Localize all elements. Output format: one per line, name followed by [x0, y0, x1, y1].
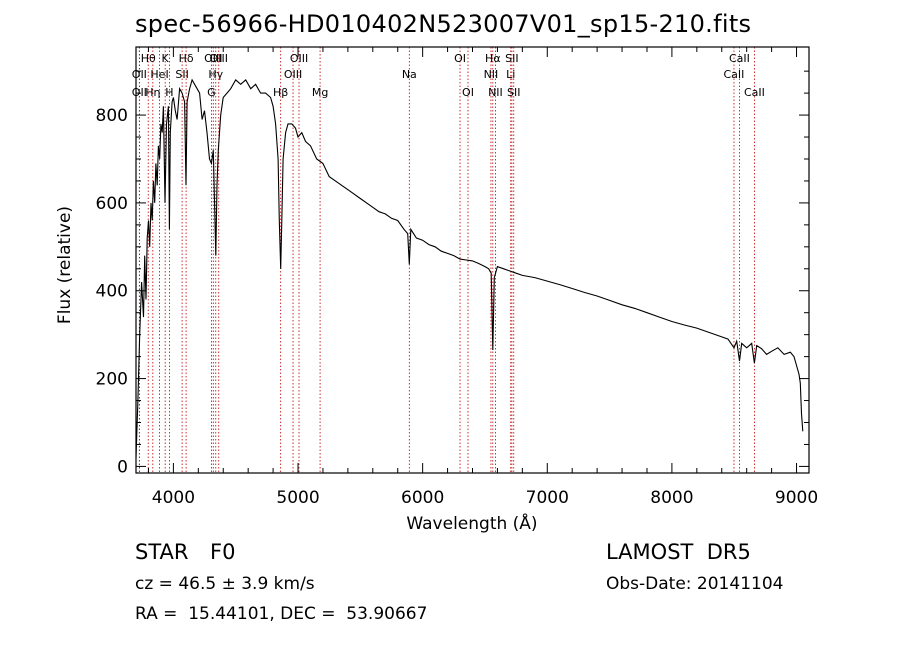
- line-label: SII: [175, 68, 188, 81]
- x-tick-label: 4000: [152, 488, 195, 508]
- line-label: OI: [462, 86, 474, 99]
- line-label: Hθ: [141, 52, 156, 65]
- x-tick-label: 6000: [401, 488, 444, 508]
- line-label: OIII: [284, 68, 302, 81]
- y-tick-label: 800: [96, 106, 128, 126]
- line-label: HeI: [150, 68, 168, 81]
- redshift-value: cz = 46.5 ± 3.9 km/s: [135, 574, 315, 594]
- line-label: CaII: [724, 68, 745, 81]
- line-label: NII: [488, 86, 503, 99]
- line-label: OIII: [204, 52, 222, 65]
- line-label: OI: [454, 52, 466, 65]
- line-label: Li: [506, 68, 515, 81]
- plot-frame: [135, 46, 810, 474]
- y-tick-label: 400: [96, 282, 128, 302]
- spectrum-line: [135, 78, 804, 458]
- line-label: Hη: [145, 86, 160, 99]
- y-tick-label: 0: [117, 457, 128, 477]
- line-label: Mg: [312, 86, 328, 99]
- line-label: Hβ: [273, 86, 288, 99]
- line-label: OII: [132, 68, 147, 81]
- line-label: Hδ: [179, 52, 194, 65]
- line-label: SII: [507, 86, 520, 99]
- line-label: OIII: [210, 52, 228, 65]
- axis-tick-labels-group: 4000 5000 6000 7000 8000 9000 0 200 400 600 800: [96, 106, 819, 508]
- object-type: STAR: [135, 540, 189, 564]
- sky-coordinates: RA = 15.44101, DEC = 53.90667: [135, 604, 428, 624]
- y-axis-label: Flux (relative): [55, 206, 75, 324]
- x-axis-label: Wavelength (Å): [406, 512, 537, 534]
- line-labels-group: HθOIIOIIHηHeIKHSIIHδGOIIIHγOIIIHβOIIIOII…: [132, 52, 765, 99]
- observation-date: Obs-Date: 20141104: [606, 574, 784, 594]
- line-label: NII: [484, 68, 499, 81]
- line-markers-group: [138, 47, 755, 473]
- survey-name: LAMOST DR5: [606, 540, 751, 564]
- x-tick-label: 8000: [650, 488, 693, 508]
- x-tick-label: 7000: [526, 488, 569, 508]
- x-tick-label: 9000: [775, 488, 818, 508]
- line-label: SII: [505, 52, 518, 65]
- line-label: CaII: [744, 86, 765, 99]
- object-subclass: F0: [210, 540, 236, 564]
- line-label: Hγ: [208, 68, 223, 81]
- line-label: H: [165, 86, 173, 99]
- line-label: Na: [402, 68, 417, 81]
- axis-ticks-group: [136, 47, 809, 473]
- line-label: G: [207, 86, 216, 99]
- line-label: Hα: [485, 52, 501, 65]
- line-label: OIII: [290, 52, 308, 65]
- line-label: CaII: [729, 52, 750, 65]
- chart-title: spec-56966-HD010402N523007V01_sp15-210.f…: [135, 10, 752, 38]
- y-tick-label: 200: [96, 370, 128, 390]
- line-label: K: [162, 52, 170, 65]
- x-tick-label: 5000: [276, 488, 319, 508]
- y-tick-label: 600: [96, 194, 128, 214]
